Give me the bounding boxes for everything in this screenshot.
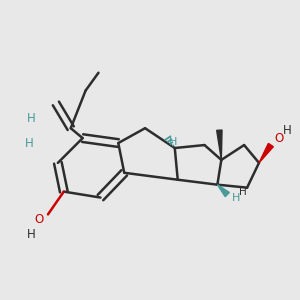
Text: O: O — [34, 213, 44, 226]
Text: H: H — [25, 136, 34, 150]
Polygon shape — [218, 185, 230, 197]
Polygon shape — [217, 130, 222, 160]
Text: H: H — [27, 228, 35, 241]
Text: H: H — [27, 112, 35, 125]
Polygon shape — [259, 143, 273, 163]
Text: H: H — [169, 137, 177, 147]
Text: O: O — [274, 132, 283, 145]
Text: H: H — [232, 193, 241, 202]
Text: H: H — [239, 187, 247, 196]
Text: H: H — [283, 124, 292, 137]
